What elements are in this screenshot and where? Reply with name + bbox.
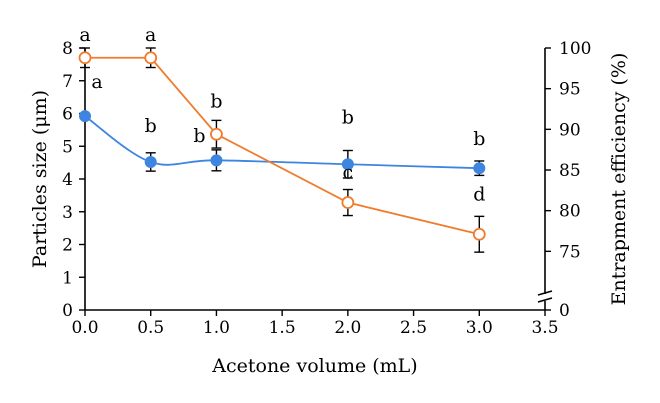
- data-point-right: [472, 227, 486, 241]
- y-left-tick-label: 3: [62, 203, 73, 223]
- data-point-left: [79, 110, 91, 123]
- data-point-right: [210, 127, 223, 141]
- data-point-left: [473, 162, 486, 175]
- axis-break-mark: [537, 290, 553, 296]
- significance-label: d: [473, 183, 485, 205]
- significance-label: a: [145, 24, 156, 46]
- data-point-left: [144, 155, 157, 168]
- y-left-axis-title: Particles size (μm): [29, 90, 51, 268]
- series-left-line: [84, 115, 480, 170]
- significance-label: c: [343, 162, 354, 184]
- y-right-tick-label: 75: [559, 242, 581, 262]
- y-right-tick-label: 85: [559, 161, 581, 181]
- y-left-tick-label: 2: [62, 236, 73, 256]
- series-right-line: [85, 56, 480, 236]
- x-tick-label: 0.0: [71, 318, 98, 338]
- data-point-right: [341, 196, 355, 209]
- y-right-tick-label: 0: [559, 301, 570, 321]
- y-right-tick-label: 95: [559, 80, 581, 100]
- axis-break-mark: [537, 297, 553, 303]
- series-layer: [78, 47, 486, 253]
- data-point-right: [144, 51, 158, 65]
- y-left-tick-label: 5: [62, 137, 73, 157]
- y-left-tick-label: 1: [62, 268, 73, 288]
- x-tick-label: 1.0: [203, 318, 230, 338]
- data-point-left: [210, 154, 223, 167]
- x-tick-label: 2.5: [400, 318, 427, 338]
- significance-label: b: [342, 107, 354, 129]
- significance-label: b: [193, 125, 205, 147]
- x-tick-label: 2.0: [334, 318, 361, 338]
- x-tick-label: 1.5: [269, 318, 296, 338]
- x-tick-label: 3.0: [466, 318, 493, 338]
- y-left-tick-label: 4: [62, 170, 73, 190]
- significance-label: a: [79, 24, 90, 46]
- y-right-tick-label: 100: [559, 39, 591, 59]
- significance-label: b: [145, 115, 157, 137]
- y-left-tick-label: 6: [62, 105, 73, 125]
- y-right-tick-label: 90: [559, 120, 581, 140]
- y-left-tick-label: 7: [62, 72, 73, 92]
- axes-layer: 0.0 0.5 1.0 1.5 2.0 2.5 3.0 3.50123456780758085…: [29, 39, 630, 377]
- y-left-tick-label: 0: [62, 301, 73, 321]
- x-tick-label: 3.5: [531, 318, 558, 338]
- significance-label: a: [91, 71, 102, 93]
- significance-label: b: [473, 128, 485, 150]
- y-right-axis-title: Entrapment efficiency (%): [608, 53, 630, 306]
- x-tick-label: 0.5: [137, 318, 164, 338]
- significance-label: b: [210, 90, 222, 112]
- data-point-left: [341, 158, 354, 171]
- data-point-right: [78, 51, 92, 65]
- y-left-tick-label: 8: [62, 39, 73, 59]
- x-axis-title: Acetone volume (mL): [211, 355, 417, 377]
- y-right-tick-label: 80: [559, 202, 581, 222]
